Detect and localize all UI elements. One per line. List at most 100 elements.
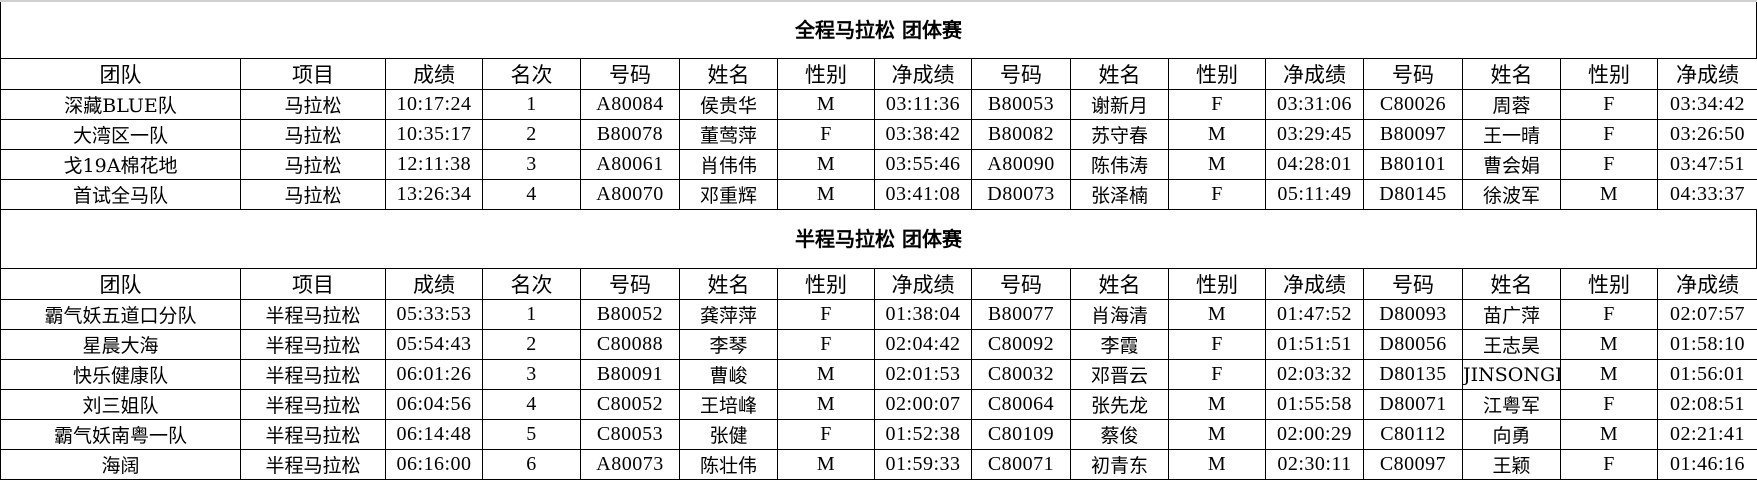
table-cell: 半程马拉松 [241,360,386,390]
table-cell: 苏守春 [1071,120,1169,150]
table-cell: B80097 [1364,120,1463,150]
table-cell: 02:01:53 [875,360,972,390]
table-cell: 张先龙 [1071,390,1169,420]
table-cell: 王培峰 [680,390,778,420]
table-cell: 06:04:56 [386,390,483,420]
table-cell: 01:52:38 [875,420,972,450]
full-marathon-section: 全程马拉松 团体赛团队项目成绩名次号码姓名性别净成绩号码姓名性别净成绩号码姓名性… [0,2,1757,210]
table-cell: 6 [483,450,581,480]
column-header: 净成绩 [1266,269,1364,300]
table-cell: 张泽楠 [1071,180,1169,210]
table-cell: F [1169,330,1266,360]
column-header: 净成绩 [875,269,972,300]
table-cell: 10:17:24 [386,90,483,120]
column-header: 性别 [1561,59,1658,90]
column-header: 号码 [1364,59,1463,90]
table-cell: C80092 [972,330,1071,360]
table-cell: 2 [483,120,581,150]
table-cell: D80073 [972,180,1071,210]
table-cell: 03:29:45 [1266,120,1364,150]
table-cell: B80053 [972,90,1071,120]
table-cell: 2 [483,330,581,360]
table-cell: 5 [483,420,581,450]
table-cell: 肖伟伟 [680,150,778,180]
table-cell: C80071 [972,450,1071,480]
table-cell: 快乐健康队 [1,360,241,390]
table-cell: 李琴 [680,330,778,360]
table-cell: C80053 [581,420,680,450]
section-title: 全程马拉松 团体赛 [0,2,1757,58]
table-cell: M [778,360,875,390]
table-cell: 马拉松 [241,90,386,120]
table-cell: A80084 [581,90,680,120]
column-header: 号码 [972,269,1071,300]
table-cell: 02:03:32 [1266,360,1364,390]
table-cell: 03:26:50 [1658,120,1757,150]
table-cell: 01:58:10 [1658,330,1757,360]
table-cell: F [1561,90,1658,120]
table-cell: 曹峻 [680,360,778,390]
table-cell: F [1561,300,1658,330]
table-cell: C80052 [581,390,680,420]
table-cell: 半程马拉松 [241,330,386,360]
table-cell: 01:47:52 [1266,300,1364,330]
table-cell: 10:35:17 [386,120,483,150]
table-cell: F [778,420,875,450]
table-cell: F [778,120,875,150]
table-cell: F [1561,450,1658,480]
table-cell: 徐波军 [1463,180,1561,210]
header-row: 团队项目成绩名次号码姓名性别净成绩号码姓名性别净成绩号码姓名性别净成绩 [1,59,1757,90]
table-cell: 02:30:11 [1266,450,1364,480]
table-cell: 谢新月 [1071,90,1169,120]
table-cell: 02:21:41 [1658,420,1757,450]
table-cell: 03:34:42 [1658,90,1757,120]
table-cell: C80112 [1364,420,1463,450]
table-cell: 03:38:42 [875,120,972,150]
column-header: 姓名 [1463,59,1561,90]
table-cell: 肖海清 [1071,300,1169,330]
table-cell: 12:11:38 [386,150,483,180]
table-cell: 03:41:08 [875,180,972,210]
table-cell: M [778,90,875,120]
column-header: 净成绩 [1658,59,1757,90]
table-cell: 戈19A棉花地 [1,150,241,180]
table-cell: M [778,180,875,210]
table-cell: 李霞 [1071,330,1169,360]
table-cell: A80070 [581,180,680,210]
table-cell: 01:55:58 [1266,390,1364,420]
table-cell: 02:08:51 [1658,390,1757,420]
table-cell: 大湾区一队 [1,120,241,150]
table-cell: M [1169,450,1266,480]
table-cell: 3 [483,360,581,390]
table-cell: 03:11:36 [875,90,972,120]
table-cell: 05:11:49 [1266,180,1364,210]
table-cell: 初青东 [1071,450,1169,480]
results-table: 团队项目成绩名次号码姓名性别净成绩号码姓名性别净成绩号码姓名性别净成绩霸气妖五道… [0,268,1757,480]
column-header: 姓名 [1463,269,1561,300]
table-cell: 01:46:16 [1658,450,1757,480]
table-cell: A80090 [972,150,1071,180]
table-cell: F [778,300,875,330]
table-cell: JINSONGLIU [1463,360,1561,390]
table-cell: C80026 [1364,90,1463,120]
table-cell: M [778,150,875,180]
column-header: 团队 [1,59,241,90]
table-cell: D80145 [1364,180,1463,210]
table-cell: M [1169,150,1266,180]
table-cell: F [1169,90,1266,120]
table-cell: M [1561,180,1658,210]
table-cell: 04:28:01 [1266,150,1364,180]
table-cell: 4 [483,390,581,420]
table-cell: F [778,330,875,360]
table-cell: 首试全马队 [1,180,241,210]
table-cell: 01:38:04 [875,300,972,330]
table-cell: 01:59:33 [875,450,972,480]
column-header: 团队 [1,269,241,300]
table-cell: C80088 [581,330,680,360]
table-cell: 3 [483,150,581,180]
column-header: 性别 [1169,59,1266,90]
